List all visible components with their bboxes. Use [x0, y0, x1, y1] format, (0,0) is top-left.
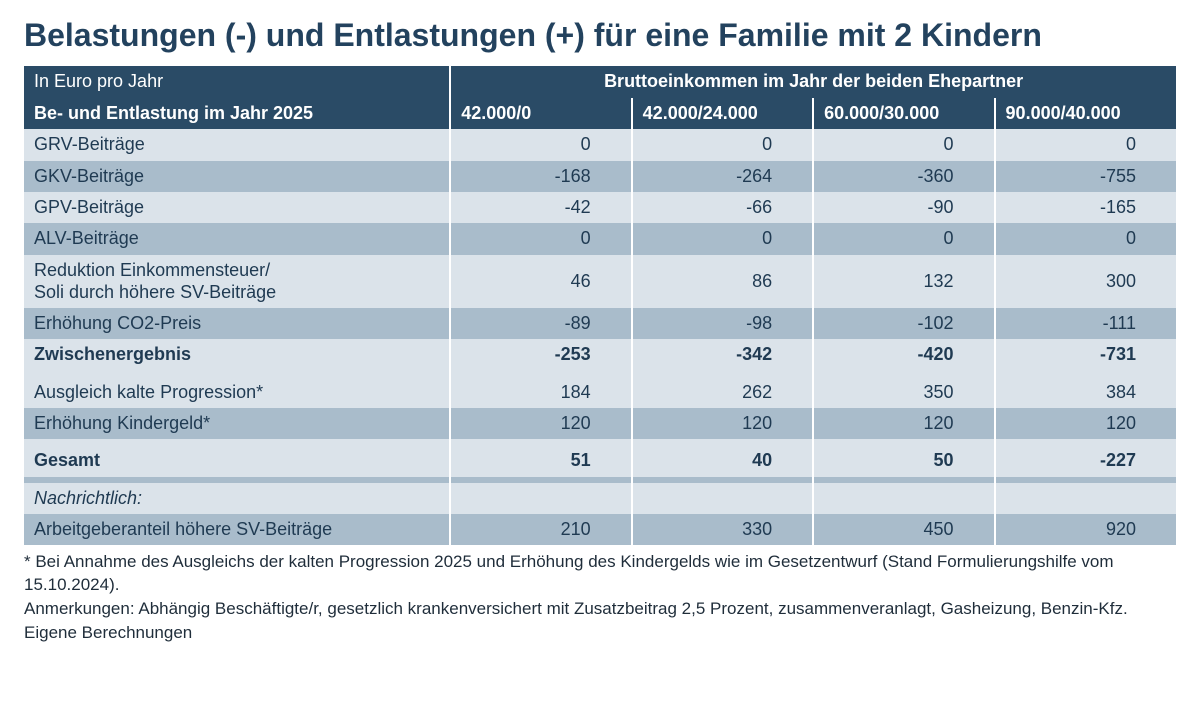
row-value-0: 184 — [450, 377, 631, 408]
header-income-col-2: 60.000/30.000 — [813, 98, 994, 129]
row-value-0: -89 — [450, 308, 631, 339]
row-value-0: -168 — [450, 161, 631, 192]
row-value-2: -102 — [813, 308, 994, 339]
financial-table: In Euro pro JahrBruttoeinkommen im Jahr … — [24, 66, 1176, 545]
row-label: Gesamt — [24, 445, 450, 476]
row-value-1: 0 — [632, 223, 813, 254]
row-value-2 — [813, 483, 994, 514]
table-header-row-2: Be- und Entlastung im Jahr 202542.000/04… — [24, 98, 1176, 129]
table-row: Gesamt514050-227 — [24, 445, 1176, 476]
row-value-0: 51 — [450, 445, 631, 476]
header-income-col-0: 42.000/0 — [450, 98, 631, 129]
row-label: Nachrichtlich: — [24, 483, 450, 514]
row-value-3: -165 — [995, 192, 1176, 223]
table-row: ALV-Beiträge0000 — [24, 223, 1176, 254]
row-value-3: 120 — [995, 408, 1176, 439]
row-value-2: 0 — [813, 223, 994, 254]
row-value-0: 0 — [450, 129, 631, 160]
row-label: Ausgleich kalte Progression* — [24, 377, 450, 408]
row-value-1: -264 — [632, 161, 813, 192]
table-row: GKV-Beiträge-168-264-360-755 — [24, 161, 1176, 192]
header-income-col-1: 42.000/24.000 — [632, 98, 813, 129]
row-value-0: 46 — [450, 255, 631, 308]
header-unit-label: In Euro pro Jahr — [24, 66, 450, 97]
row-value-2: -90 — [813, 192, 994, 223]
table-row: Erhöhung Kindergeld*120120120120 — [24, 408, 1176, 439]
header-year-label: Be- und Entlastung im Jahr 2025 — [24, 98, 450, 129]
row-label: Erhöhung Kindergeld* — [24, 408, 450, 439]
table-header-row-1: In Euro pro JahrBruttoeinkommen im Jahr … — [24, 66, 1176, 97]
row-value-3: -111 — [995, 308, 1176, 339]
header-income-col-3: 90.000/40.000 — [995, 98, 1176, 129]
row-label: ALV-Beiträge — [24, 223, 450, 254]
row-label: Erhöhung CO2-Preis — [24, 308, 450, 339]
row-value-3 — [995, 483, 1176, 514]
row-value-1: 330 — [632, 514, 813, 545]
row-value-3: 920 — [995, 514, 1176, 545]
row-value-0: 210 — [450, 514, 631, 545]
table-row: Zwischenergebnis-253-342-420-731 — [24, 339, 1176, 370]
row-value-1: -342 — [632, 339, 813, 370]
row-label: GKV-Beiträge — [24, 161, 450, 192]
footnote-source: Eigene Berechnungen — [24, 622, 1176, 644]
row-value-1: 120 — [632, 408, 813, 439]
row-value-3: 300 — [995, 255, 1176, 308]
row-value-3: -731 — [995, 339, 1176, 370]
row-value-2: 120 — [813, 408, 994, 439]
row-value-2: 450 — [813, 514, 994, 545]
row-value-3: 0 — [995, 223, 1176, 254]
row-value-3: 384 — [995, 377, 1176, 408]
table-row: Erhöhung CO2-Preis-89-98-102-111 — [24, 308, 1176, 339]
row-value-1: 262 — [632, 377, 813, 408]
table-row: Reduktion Einkommensteuer/Soli durch höh… — [24, 255, 1176, 308]
row-value-1: 40 — [632, 445, 813, 476]
table-row: Arbeitgeberanteil höhere SV-Beiträge2103… — [24, 514, 1176, 545]
row-value-1: 0 — [632, 129, 813, 160]
row-value-2: 350 — [813, 377, 994, 408]
row-value-2: 0 — [813, 129, 994, 160]
page-title: Belastungen (-) und Entlastungen (+) für… — [24, 16, 1176, 54]
row-label: GPV-Beiträge — [24, 192, 450, 223]
row-value-2: -360 — [813, 161, 994, 192]
row-label: GRV-Beiträge — [24, 129, 450, 160]
row-value-3: 0 — [995, 129, 1176, 160]
footnote-remarks: Anmerkungen: Abhängig Beschäftigte/r, ge… — [24, 598, 1176, 620]
row-label: Reduktion Einkommensteuer/Soli durch höh… — [24, 255, 450, 308]
row-value-2: 50 — [813, 445, 994, 476]
row-value-0: 120 — [450, 408, 631, 439]
table-row: GRV-Beiträge0000 — [24, 129, 1176, 160]
row-value-0 — [450, 483, 631, 514]
header-income-span: Bruttoeinkommen im Jahr der beiden Ehepa… — [450, 66, 1176, 97]
table-row: GPV-Beiträge-42-66-90-165 — [24, 192, 1176, 223]
table-row: Nachrichtlich: — [24, 483, 1176, 514]
row-value-0: -253 — [450, 339, 631, 370]
row-value-2: 132 — [813, 255, 994, 308]
row-value-0: -42 — [450, 192, 631, 223]
row-value-3: -227 — [995, 445, 1176, 476]
footnote-asterisk: * Bei Annahme des Ausgleichs der kalten … — [24, 551, 1176, 595]
row-label: Zwischenergebnis — [24, 339, 450, 370]
row-value-3: -755 — [995, 161, 1176, 192]
row-value-1 — [632, 483, 813, 514]
footnotes: * Bei Annahme des Ausgleichs der kalten … — [24, 551, 1176, 643]
row-value-1: -98 — [632, 308, 813, 339]
row-label: Arbeitgeberanteil höhere SV-Beiträge — [24, 514, 450, 545]
row-value-0: 0 — [450, 223, 631, 254]
row-value-1: 86 — [632, 255, 813, 308]
row-value-2: -420 — [813, 339, 994, 370]
table-row: Ausgleich kalte Progression*184262350384 — [24, 377, 1176, 408]
row-value-1: -66 — [632, 192, 813, 223]
